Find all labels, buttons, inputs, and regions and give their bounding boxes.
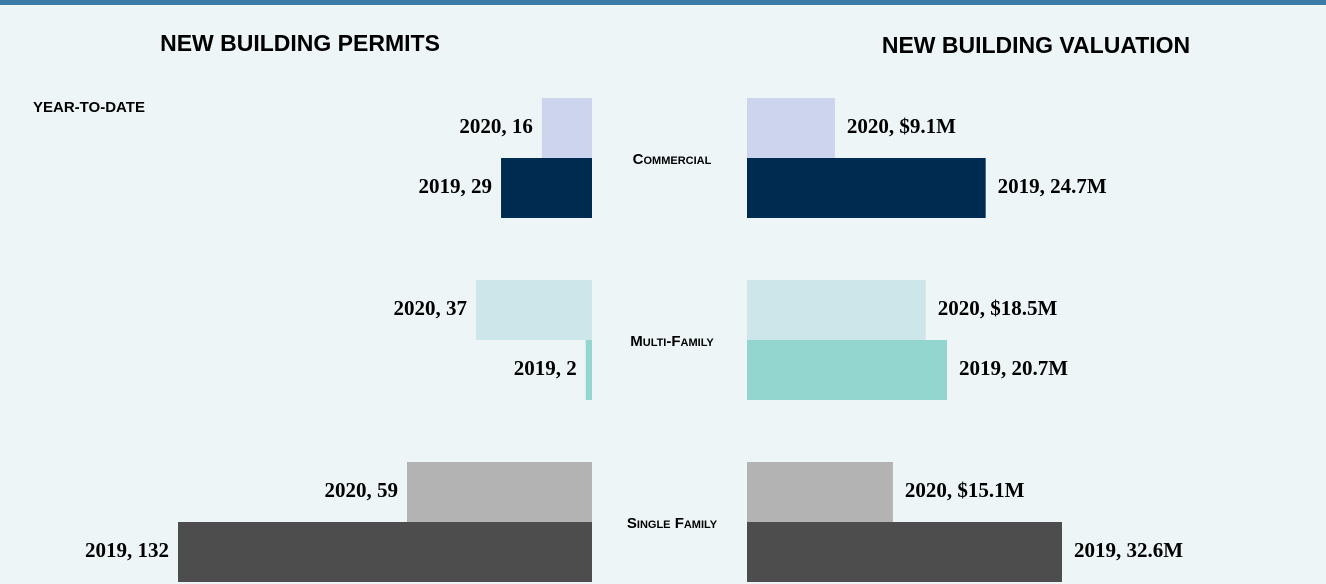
chart-title: NEW BUILDING VALUATION [882,32,1190,58]
value-label: 2019, 32.6M [1074,538,1183,562]
value-label: 2019, 20.7M [959,356,1068,380]
bar [541,98,592,158]
bar [747,98,835,158]
value-label: 2020, 16 [459,114,533,138]
category-label: Multi-Family [630,333,714,350]
value-label: 2020, $15.1M [905,478,1025,502]
bar [406,462,592,522]
value-label: 2019, 132 [85,538,169,562]
category-label: Single Family [627,515,718,532]
top-border [0,0,1326,5]
category-label: Commercial [633,151,712,168]
value-label: 2020, 37 [393,296,467,320]
value-label: 2020, $9.1M [847,114,956,138]
bar [747,340,948,400]
bar [747,158,986,218]
bar [585,340,592,400]
bar [501,158,592,218]
bar [747,462,893,522]
bar [747,280,926,340]
bar [475,280,592,340]
value-label: 2020, 59 [324,478,398,502]
chart-title: NEW BUILDING PERMITS [160,30,440,56]
value-label: 2019, 24.7M [998,174,1107,198]
value-label: 2019, 2 [514,356,577,380]
bar [747,522,1062,582]
value-label: 2019, 29 [419,174,493,198]
bar [178,522,592,582]
subtitle: YEAR-TO-DATE [33,99,145,116]
value-label: 2020, $18.5M [938,296,1058,320]
